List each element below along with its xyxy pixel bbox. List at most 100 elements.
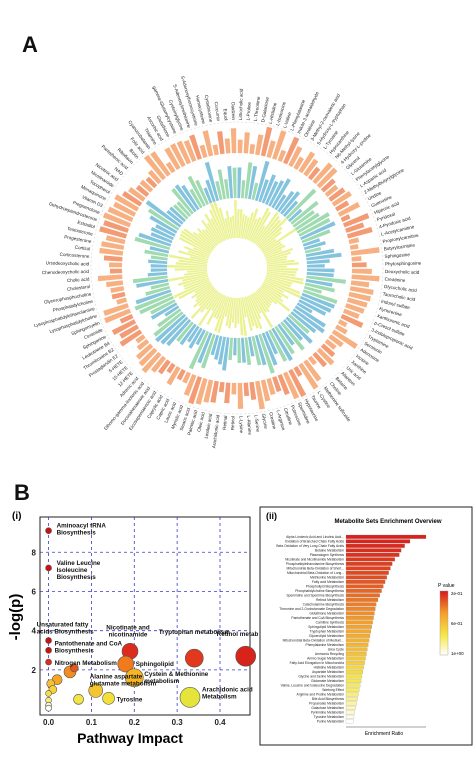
radial-bar [176,201,192,217]
radial-bar [249,216,262,241]
radial-bar [169,206,186,223]
radial-bar [99,247,124,256]
radial-bar [139,179,154,193]
radial-bar [198,292,221,327]
metabolite-label: Indoxyl sulfate [381,299,411,311]
radial-bar [255,134,264,156]
enrichment-bar [345,557,395,562]
radial-bar [303,285,323,294]
radial-bar [212,144,219,156]
radial-bar [305,279,333,287]
radial-bar [178,250,209,261]
radial-bar [346,297,368,308]
enrichment-category-label: Ammonia Recycling [315,652,344,656]
radial-bar [232,215,236,239]
metabolite-label: Propionylcarnitine [382,233,419,244]
radial-bar [132,275,168,284]
radial-bar [184,278,210,290]
radial-bar [306,252,342,261]
radial-bar [135,289,172,305]
enrichment-bar [345,624,372,629]
panel-b-letter: B [14,480,30,505]
radial-bar [171,187,194,215]
radial-bar [265,251,291,261]
radial-bar [266,262,299,267]
radial-bar [229,216,234,239]
radial-bar [182,371,191,384]
radial-bar [145,200,182,228]
radial-bar [150,302,178,320]
radial-bar [128,187,146,202]
radial-bar [264,244,286,256]
radial-bar [192,247,210,256]
radial-bar [306,259,330,265]
enrichment-category-label: Phenylalanine Metabolism [306,643,345,647]
radial-bar [200,333,216,369]
metabolite-label: Biotin [128,148,140,160]
radial-bar [217,169,226,200]
radial-bar [283,136,300,165]
radial-bar [203,379,214,403]
radial-bar [166,362,176,374]
pvalue-tick-1: 2e-01 [451,591,463,596]
radial-bar [134,236,171,251]
radial-bar [288,146,303,168]
radial-bar [300,296,332,313]
radial-bar [337,202,361,217]
radial-bar [285,316,313,344]
pathway-ytick: 4 [32,627,37,636]
radial-bar [280,191,301,215]
radial-bar [265,275,293,285]
radial-bar [238,297,244,336]
radial-bar [328,334,344,348]
enrichment-category-label: Tyrosine Metabolism [314,715,344,719]
radial-bar [164,147,181,171]
enrichment-category-label: Threonine and 2-Oxobutanoate Degradation [279,607,344,611]
enrichment-category-label: Methionine Metabolism [310,576,344,580]
enrichment-category-label: Beta Oxidation of Very Long Chain Fatty … [276,544,344,548]
radial-bar [103,303,129,316]
pathway-xlabel: Pathway Impact [77,730,183,746]
radial-bar [237,337,242,364]
radial-bar [312,162,333,185]
radial-bar [150,232,173,244]
radial-bar [298,362,319,390]
radial-bar [334,200,350,212]
radial-bar [173,280,210,299]
radial-bar [109,268,123,274]
enrichment-bar [345,710,355,715]
radial-bar [292,308,325,334]
metabolite-label: L-Histidine [268,102,278,125]
pathway-point-label: Alanine aspartate glutamate metabolism [90,673,157,687]
radial-bar [180,230,213,252]
metabolite-label: L-Alanine [246,415,252,435]
enrichment-bar [345,575,387,580]
radial-bar [206,294,224,325]
enrichment-category-label: Glycerolipid Metabolism [309,634,344,638]
metabolite-label: L-Threonine [253,96,261,122]
pathway-point [45,637,52,644]
radial-bar [178,281,211,300]
radial-bar [288,208,303,223]
enrichment-category-label: Carnitine Synthesis [316,621,345,625]
metabolite-label: Estradiol [77,220,96,230]
enrichment-bar [345,584,384,589]
radial-bar [316,347,335,366]
radial-bar [150,255,168,261]
pathway-point [88,683,104,698]
radial-bar [240,297,247,336]
radial-bar [217,131,225,155]
radial-bar [200,290,219,313]
radial-bar [174,184,197,213]
enrichment-category-label: Purine Metabolism [317,720,345,724]
pathway-xtick: 0.4 [214,718,226,727]
radial-bar [201,219,220,245]
radial-bar [195,179,209,205]
radial-bar [271,327,293,362]
radial-bar [173,204,189,220]
radial-bar [237,382,244,409]
radial-bar [224,179,230,199]
radial-bar [304,246,322,254]
metabolite-label: Cholesterol [67,284,91,292]
metabolite-label: L-Isoleucine [275,101,287,127]
